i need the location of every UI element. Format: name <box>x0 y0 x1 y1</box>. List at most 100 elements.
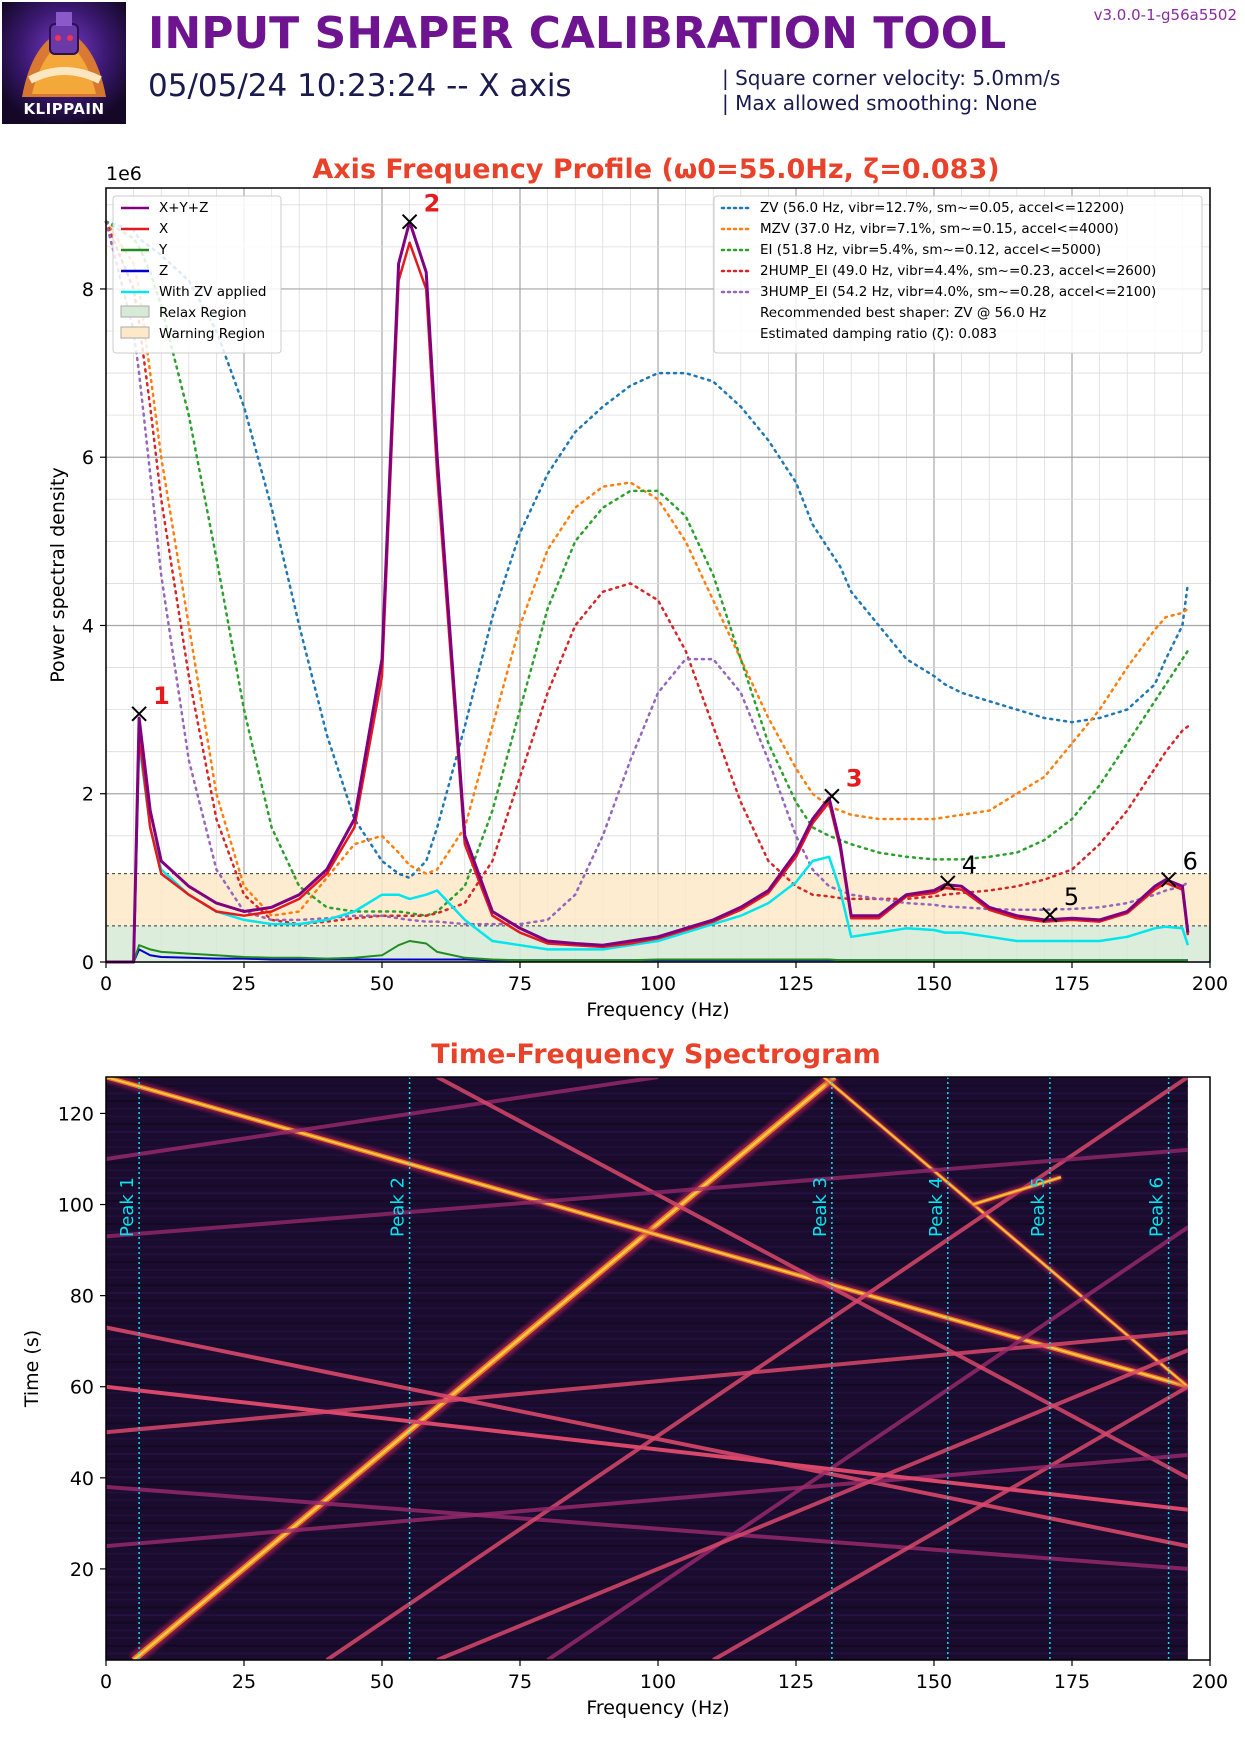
smoothing-info: | Max allowed smoothing: None <box>722 91 1038 115</box>
series-x+y+z-line <box>106 220 1190 964</box>
series-zv-line <box>104 220 1190 880</box>
spectral-trace-hot <box>132 1077 836 1660</box>
series-mzv-line <box>104 220 1190 917</box>
x-axis-label: Frequency (Hz) <box>586 1697 729 1719</box>
spectral-trace-hot <box>823 1077 1188 1388</box>
series-ei-line <box>104 220 1190 917</box>
klippain-logo-art <box>22 12 106 97</box>
legend-entry: Relax Region <box>159 305 247 321</box>
legend-entry: With ZV applied <box>159 284 267 300</box>
spectral-trace-hot <box>972 1176 1062 1206</box>
spectrogram-heatmap <box>106 1077 1188 1660</box>
version-label: v3.0.0-1-g56a5502 <box>1093 6 1237 24</box>
peak-label-4: 4 <box>962 851 977 879</box>
peak-marker-4 <box>940 875 956 891</box>
legend-entry: X <box>159 221 168 237</box>
x-tick-label: 175 <box>1054 1671 1090 1693</box>
warning-region <box>106 873 1210 926</box>
spectral-trace <box>436 1077 1188 1480</box>
peak-label-3: 3 <box>846 764 863 792</box>
peak-line-label-6: Peak 6 <box>1147 1177 1168 1237</box>
peak-line-label-2: Peak 2 <box>388 1177 409 1237</box>
x-tick-label: 100 <box>640 1671 676 1693</box>
klippain-logo: KLIPPAIN <box>2 2 126 124</box>
x-tick-label: 125 <box>778 973 814 995</box>
x-tick-label: 0 <box>100 1671 112 1693</box>
page-title: INPUT SHAPER CALIBRATION TOOL <box>148 8 1007 59</box>
y-tick-label: 0 <box>82 952 94 974</box>
x-tick-label: 50 <box>370 1671 394 1693</box>
spectral-trace <box>106 1325 1188 1549</box>
y-tick-label: 8 <box>82 279 94 301</box>
y-tick-label: 100 <box>58 1195 94 1217</box>
peak-marker-1 <box>131 706 147 722</box>
chart-title: Axis Frequency Profile (ω0=55.0Hz, ζ=0.0… <box>312 154 999 185</box>
page-subtitle: 05/05/24 10:23:24 -- X axis <box>148 68 572 104</box>
x-tick-label: 150 <box>916 973 952 995</box>
legend-entry: Warning Region <box>159 326 265 342</box>
legend-entry: Z <box>159 263 168 279</box>
spectral-trace <box>106 1384 1188 1512</box>
series-with-line <box>106 742 1190 964</box>
peak-label-6: 6 <box>1183 848 1198 876</box>
x-tick-label: 200 <box>1192 973 1228 995</box>
x-axis-label: Frequency (Hz) <box>586 999 729 1021</box>
x-tick-label: 200 <box>1192 1671 1228 1693</box>
spectral-trace <box>436 1348 1188 1660</box>
legend-shapers: ZV (56.0 Hz, vibr=12.7%, sm~=0.05, accel… <box>713 195 1203 354</box>
y-multiplier-label: 1e6 <box>106 163 142 185</box>
spectral-trace <box>106 1484 1188 1571</box>
x-tick-label: 25 <box>232 1671 256 1693</box>
legend-entry: EI (51.8 Hz, vibr=5.4%, sm~=0.12, accel<… <box>760 242 1101 258</box>
legend-entry: X+Y+Z <box>159 200 208 216</box>
legend-entry: 3HUMP_EI (54.2 Hz, vibr=4.0%, sm~=0.28, … <box>760 284 1156 300</box>
y-tick-label: 40 <box>70 1468 94 1490</box>
relax-region <box>106 925 1210 962</box>
spectral-trace <box>106 1453 1188 1549</box>
legend-entry: Estimated damping ratio (ζ): 0.083 <box>760 326 997 342</box>
x-tick-label: 50 <box>370 973 394 995</box>
x-tick-label: 100 <box>640 973 676 995</box>
logo-text: KLIPPAIN <box>23 100 105 118</box>
peak-label-5: 5 <box>1064 883 1079 911</box>
spectral-trace <box>106 1147 1188 1239</box>
x-tick-label: 75 <box>508 1671 532 1693</box>
series-x-line <box>106 241 1190 964</box>
y-tick-label: 2 <box>82 784 94 806</box>
y-axis-label: Time (s) <box>21 1330 43 1408</box>
legend-curves: X+Y+Z XYZ With ZV applied Relax Region Warni… <box>112 195 282 354</box>
x-tick-label: 75 <box>508 973 532 995</box>
spectral-trace <box>325 1077 1188 1660</box>
spectral-trace <box>712 1384 1188 1660</box>
peak-label-1: 1 <box>153 682 170 710</box>
peak-label-2: 2 <box>424 190 441 218</box>
x-tick-label: 175 <box>1054 973 1090 995</box>
x-tick-label: 125 <box>778 1671 814 1693</box>
y-axis-label: Power spectral density <box>47 467 69 682</box>
series-3humpei-line <box>104 220 1190 926</box>
spectral-trace-hot <box>106 1077 1188 1388</box>
spectral-trace <box>546 1225 1188 1660</box>
peak-line-label-5: Peak 5 <box>1028 1177 1049 1237</box>
legend-entry: Recommended best shaper: ZV @ 56.0 Hz <box>760 305 1046 321</box>
peak-line-label-3: Peak 3 <box>810 1177 831 1237</box>
spectral-trace <box>106 1077 659 1161</box>
x-tick-label: 0 <box>100 973 112 995</box>
peak-marker-6 <box>1160 871 1177 888</box>
x-tick-label: 150 <box>916 1671 952 1693</box>
y-tick-label: 20 <box>70 1559 94 1581</box>
y-tick-label: 60 <box>70 1377 94 1399</box>
x-tick-label: 25 <box>232 973 256 995</box>
peak-marker-3 <box>824 788 840 804</box>
peak-marker-2 <box>401 213 418 230</box>
y-tick-label: 4 <box>82 615 94 637</box>
legend-entry: Y <box>158 242 168 258</box>
legend-entry: ZV (56.0 Hz, vibr=12.7%, sm~=0.05, accel… <box>760 200 1124 216</box>
legend-entry: MZV (37.0 Hz, vibr=7.1%, sm~=0.15, accel… <box>760 221 1119 237</box>
calibration-info: | Square corner velocity: 5.0mm/s | Max … <box>722 66 1060 116</box>
y-tick-label: 80 <box>70 1286 94 1308</box>
peak-line-label-1: Peak 1 <box>117 1177 138 1237</box>
y-tick-label: 6 <box>82 447 94 469</box>
spectrogram-title: Time-Frequency Spectrogram <box>431 1039 881 1070</box>
